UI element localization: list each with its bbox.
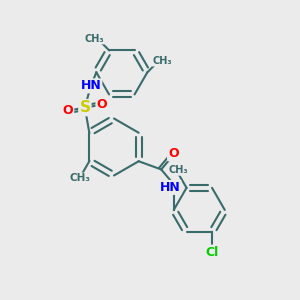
Text: O: O: [63, 104, 73, 117]
Text: CH₃: CH₃: [169, 165, 188, 175]
Text: O: O: [168, 147, 179, 160]
Text: CH₃: CH₃: [70, 173, 91, 183]
Text: S: S: [80, 100, 90, 115]
Text: CH₃: CH₃: [152, 56, 172, 66]
Text: O: O: [96, 98, 107, 111]
Text: HN: HN: [160, 181, 181, 194]
Text: Cl: Cl: [206, 246, 219, 259]
Text: HN: HN: [81, 80, 101, 92]
Text: CH₃: CH₃: [85, 34, 104, 44]
